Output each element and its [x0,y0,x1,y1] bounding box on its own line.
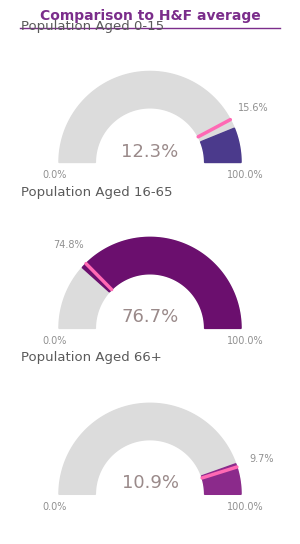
Text: 100.0%: 100.0% [227,170,264,180]
Text: 0.0%: 0.0% [42,502,67,511]
Text: Comparison to H&F average: Comparison to H&F average [40,9,260,22]
Text: Population Aged 66+: Population Aged 66+ [21,351,162,364]
Text: 10.9%: 10.9% [122,474,178,492]
Polygon shape [59,237,241,329]
Text: 74.8%: 74.8% [53,240,83,250]
Text: 76.7%: 76.7% [122,308,178,326]
Polygon shape [201,463,241,494]
Text: Population Aged 0-15: Population Aged 0-15 [21,20,164,33]
Text: 100.0%: 100.0% [227,502,264,511]
Text: 15.6%: 15.6% [238,103,268,113]
Polygon shape [82,237,241,329]
Text: 12.3%: 12.3% [122,143,178,160]
Text: 100.0%: 100.0% [227,336,264,345]
Polygon shape [59,403,241,494]
Polygon shape [201,128,241,163]
Text: 9.7%: 9.7% [249,454,273,465]
Text: Population Aged 16-65: Population Aged 16-65 [21,186,172,199]
Text: 0.0%: 0.0% [42,336,67,345]
Polygon shape [59,71,241,163]
Text: 0.0%: 0.0% [42,170,67,180]
